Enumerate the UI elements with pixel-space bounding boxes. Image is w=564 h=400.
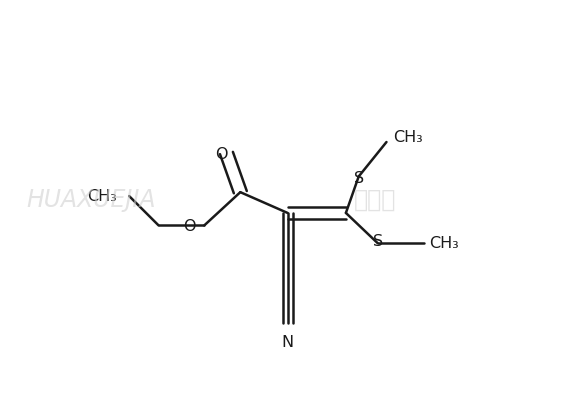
Text: HUAXUEJIA: HUAXUEJIA: [27, 188, 156, 212]
Text: S: S: [372, 234, 382, 249]
Text: CH₃: CH₃: [393, 130, 423, 145]
Text: 化学加: 化学加: [354, 188, 396, 212]
Text: O: O: [183, 219, 196, 234]
Text: S: S: [354, 171, 364, 186]
Text: CH₃: CH₃: [429, 236, 459, 250]
Text: CH₃: CH₃: [87, 188, 116, 204]
Text: O: O: [215, 147, 227, 162]
Text: N: N: [281, 335, 294, 350]
